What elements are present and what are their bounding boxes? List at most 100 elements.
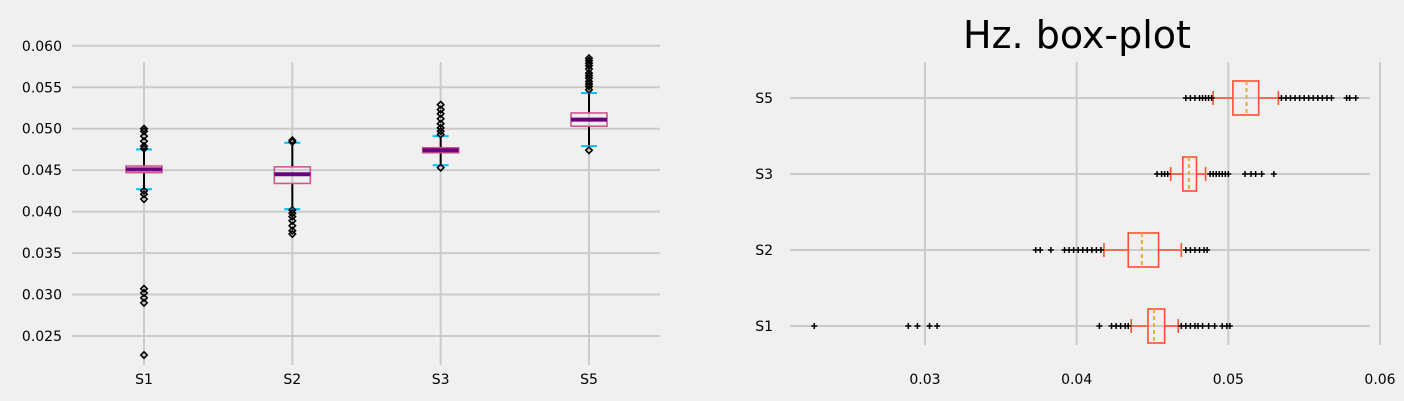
- left-flier-marker: [436, 126, 445, 136]
- left-y-tick-label: 0.035: [22, 246, 62, 262]
- left-flier-marker: [436, 114, 445, 124]
- right-flier-marker: [1225, 171, 1232, 177]
- right-box: [1127, 232, 1160, 268]
- left-flier-marker: [288, 208, 297, 218]
- left-flier-marker: [288, 216, 297, 226]
- right-x-tick-label: 0.06: [1364, 372, 1395, 388]
- right-flier-marker: [1211, 323, 1218, 329]
- left-y-tick-labels: 0.025 0.030 0.035 0.040 0.045 0.050 0.055 0.060: [22, 39, 62, 345]
- right-flier-marker: [1252, 171, 1259, 177]
- right-flier-marker: [1270, 171, 1277, 177]
- left-flier-marker: [139, 136, 149, 146]
- left-x-tick-label: S5: [580, 372, 598, 388]
- left-y-tick-label: 0.055: [22, 80, 62, 96]
- left-flier-marker: [436, 123, 445, 133]
- left-y-tick-label: 0.050: [22, 122, 62, 138]
- horizontal-box-plot: Hz. box-plot S1 S2 S3 S5 0.03 0.04 0.05 0.06: [755, 13, 1395, 388]
- left-y-tick-label: 0.040: [22, 205, 62, 221]
- right-flier-marker: [1097, 247, 1104, 253]
- right-flier-marker: [1047, 247, 1054, 253]
- left-flier-marker: [584, 77, 594, 86]
- left-flier-marker: [288, 205, 297, 215]
- left-flier-marker: [139, 194, 149, 204]
- left-flier-marker: [584, 64, 594, 74]
- left-x-tick-label: S1: [135, 372, 153, 388]
- left-y-tick-label: 0.060: [22, 39, 62, 55]
- right-flier-marker: [934, 323, 941, 329]
- right-flier-marker: [1258, 171, 1265, 177]
- left-flier-marker: [288, 212, 297, 221]
- left-y-tick-label: 0.030: [22, 288, 62, 304]
- left-flier-marker: [288, 135, 297, 145]
- left-flier-marker: [139, 186, 149, 196]
- left-box-group-s2: [273, 135, 312, 239]
- right-y-tick-label: S2: [755, 243, 773, 259]
- right-flier-marker: [1328, 95, 1335, 101]
- right-flier-marker: [1346, 95, 1353, 101]
- right-flier-marker: [811, 323, 818, 329]
- right-box-group-s5: [1182, 80, 1359, 116]
- right-flier-marker: [905, 323, 912, 329]
- right-flier-marker: [1242, 171, 1249, 177]
- right-flier-marker: [1096, 323, 1103, 329]
- right-x-tick-label: 0.03: [909, 372, 940, 388]
- right-boxes: [811, 80, 1359, 344]
- left-y-tick-label: 0.045: [22, 163, 62, 179]
- left-flier-marker: [139, 131, 149, 141]
- left-flier-marker: [436, 105, 445, 114]
- left-box-group-s5: [570, 53, 608, 155]
- left-flier-marker: [139, 350, 149, 360]
- left-box-group-s3: [421, 100, 460, 173]
- right-x-tick-labels: 0.03 0.04 0.05 0.06: [909, 372, 1395, 388]
- left-flier-marker: [584, 53, 594, 63]
- left-flier-marker: [139, 284, 149, 294]
- vertical-box-plot: 0.025 0.030 0.035 0.040 0.045 0.050 0.055 0.060…: [22, 39, 660, 388]
- right-flier-marker: [1164, 171, 1171, 177]
- left-flier-marker: [436, 119, 445, 129]
- right-flier-marker: [1204, 247, 1211, 253]
- left-flier-marker: [139, 189, 149, 199]
- right-y-tick-labels: S1 S2 S3 S5: [755, 91, 773, 335]
- right-flier-marker: [926, 323, 933, 329]
- left-flier-marker: [139, 298, 149, 308]
- left-x-tick-labels: S1 S2 S3 S5: [135, 372, 598, 388]
- right-flier-marker: [1205, 323, 1212, 329]
- left-boxes: [125, 53, 608, 360]
- right-flier-marker: [1037, 247, 1044, 253]
- left-flier-marker: [139, 141, 149, 151]
- left-flier-marker: [139, 288, 149, 298]
- left-flier-marker: [436, 163, 445, 173]
- left-flier-marker: [288, 226, 297, 236]
- right-box: [1147, 308, 1166, 344]
- left-flier-marker: [288, 221, 297, 231]
- right-y-tick-label: S5: [755, 91, 773, 107]
- left-x-tick-label: S2: [283, 372, 301, 388]
- right-flier-marker: [1352, 95, 1359, 101]
- left-flier-marker: [584, 85, 594, 95]
- right-flier-marker: [1199, 323, 1206, 329]
- right-box-group-s3: [1154, 156, 1277, 192]
- left-box-group-s1: [125, 124, 163, 360]
- left-flier-marker: [139, 124, 149, 134]
- left-flier-marker: [436, 109, 445, 119]
- right-y-tick-label: S1: [755, 319, 773, 335]
- left-y-tick-label: 0.025: [22, 329, 62, 345]
- left-flier-marker: [436, 130, 445, 139]
- left-flier-marker: [584, 145, 594, 155]
- right-flier-marker: [1125, 323, 1132, 329]
- left-flier-marker: [584, 68, 594, 78]
- right-y-tick-label: S3: [755, 167, 773, 183]
- right-x-tick-label: 0.05: [1213, 372, 1244, 388]
- right-box-group-s2: [1032, 232, 1211, 268]
- left-x-tick-label: S3: [432, 372, 450, 388]
- right-flier-marker: [1208, 95, 1215, 101]
- right-chart-title: Hz. box-plot: [963, 13, 1191, 57]
- left-flier-marker: [139, 293, 149, 303]
- right-box-group-s1: [811, 308, 1233, 344]
- right-x-tick-label: 0.04: [1061, 372, 1092, 388]
- left-flier-marker: [436, 100, 445, 109]
- right-flier-marker: [914, 323, 921, 329]
- left-flier-marker: [288, 229, 297, 239]
